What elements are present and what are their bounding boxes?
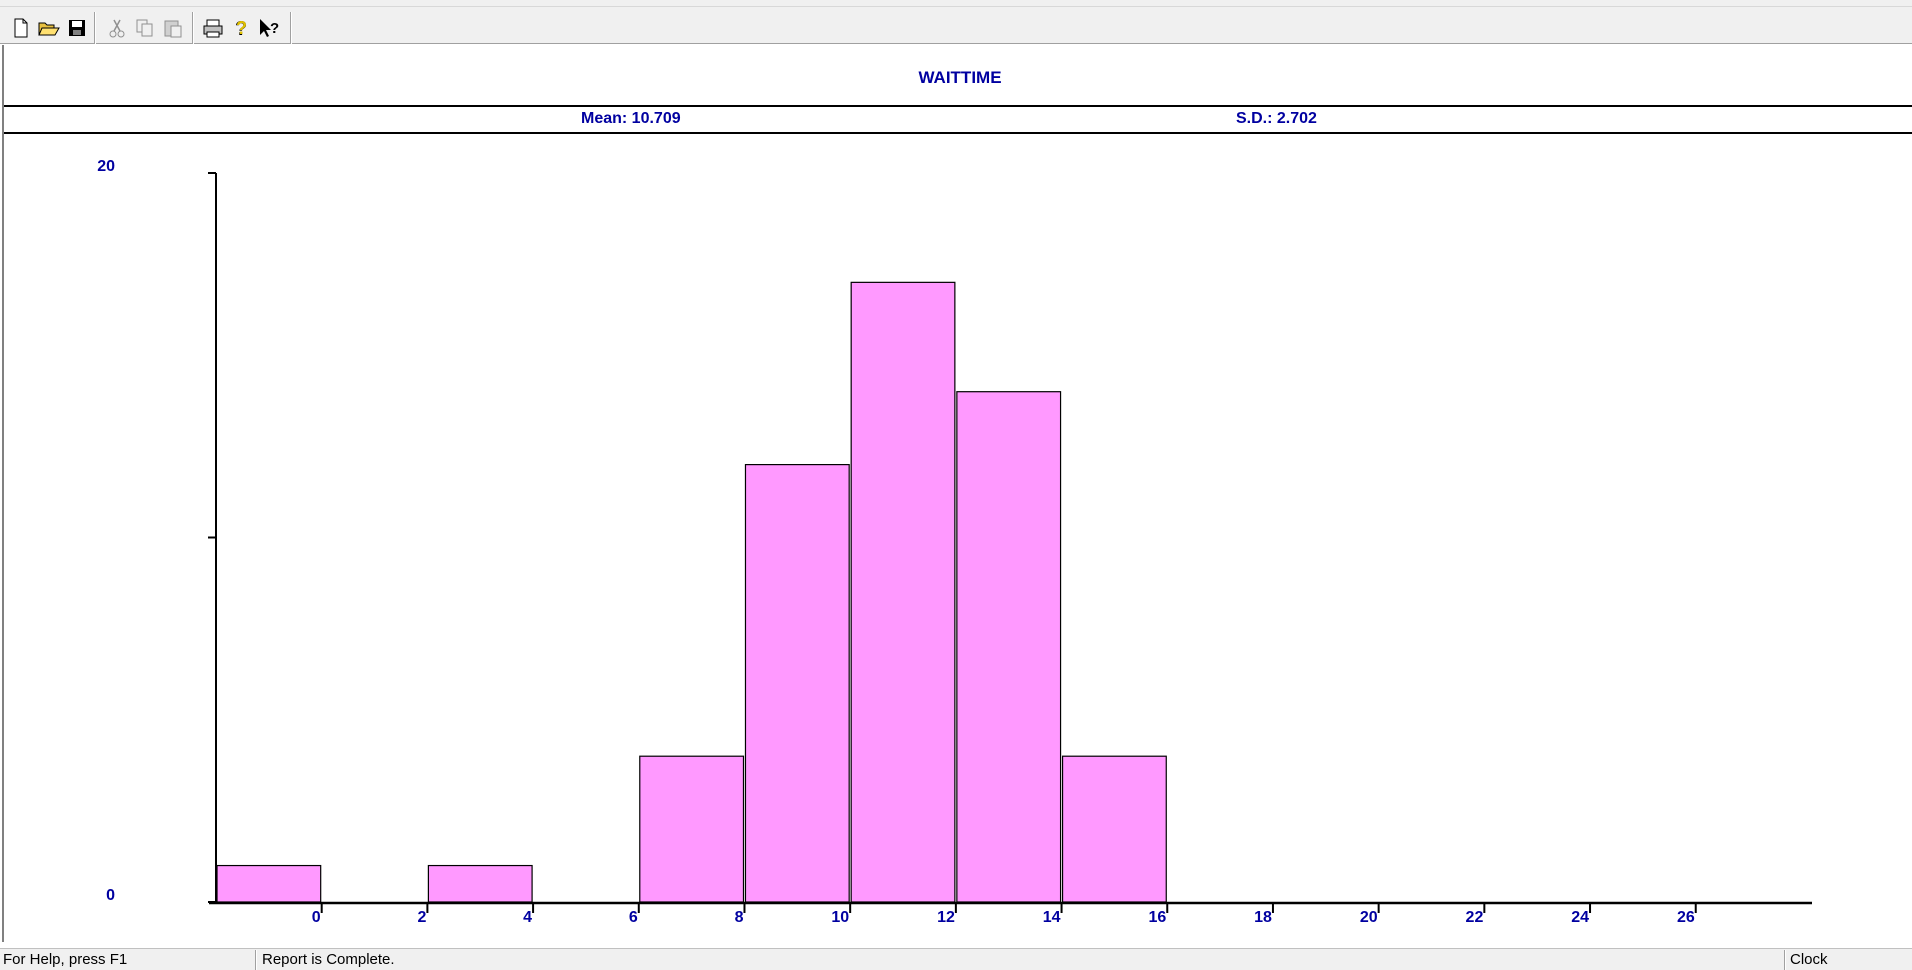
x-tick-label-16: 16 — [1148, 909, 1166, 926]
x-tick-label-24: 24 — [1571, 909, 1589, 926]
x-tick-label-6: 6 — [629, 909, 638, 926]
x-tick-label-2: 2 — [417, 909, 426, 926]
histogram-bar-0 — [216, 864, 322, 903]
histogram-bar-4 — [850, 281, 956, 903]
divider — [4, 105, 1912, 107]
y-tick-label-0: 0 — [106, 887, 115, 904]
report-title: WAITTIME — [918, 68, 1002, 87]
paste-icon — [164, 20, 182, 38]
x-tick-label-4: 4 — [523, 909, 532, 926]
histogram-bar-3 — [744, 464, 850, 903]
cut-button[interactable] — [104, 15, 130, 41]
x-tick-label-20: 20 — [1360, 909, 1378, 926]
x-tick-label-10: 10 — [831, 909, 849, 926]
histogram-bar-6 — [1061, 755, 1167, 903]
sd-value: S.D.: 2.702 — [1236, 110, 1317, 127]
toolbar-separator — [192, 12, 194, 44]
histogram-chart: 0 2 4 6 8 10 12 14 16 18 20 22 24 26 020 — [97, 158, 1812, 926]
divider — [4, 132, 1912, 134]
x-tick-label-0: 0 — [312, 909, 321, 926]
print-icon — [203, 19, 223, 38]
status-message: Report is Complete. — [262, 951, 395, 968]
x-tick-label-12: 12 — [937, 909, 955, 926]
svg-text:?: ? — [236, 18, 247, 38]
histogram-bar-5 — [956, 391, 1062, 903]
new-icon — [14, 18, 28, 38]
status-bar: For Help, press F1 Report is Complete. C… — [0, 948, 1912, 970]
toolbar-separator — [290, 12, 292, 44]
print-button[interactable] — [200, 15, 226, 41]
new-file-button[interactable] — [8, 15, 34, 41]
x-tick-label-8: 8 — [735, 909, 744, 926]
status-separator — [1784, 950, 1786, 970]
histogram-bar-1 — [427, 864, 533, 903]
histogram-bar-2 — [639, 755, 745, 903]
cut-icon — [109, 19, 125, 38]
status-clock: Clock — [1790, 951, 1828, 968]
paste-button[interactable] — [160, 15, 186, 41]
toolbar: ?? ? — [0, 6, 1912, 44]
x-axis-ticks: 0 2 4 6 8 10 12 14 16 18 20 22 24 26 — [312, 903, 1697, 926]
histogram-bars — [216, 281, 1167, 903]
svg-text:?: ? — [270, 20, 279, 37]
save-icon — [69, 20, 85, 36]
open-file-button[interactable] — [36, 15, 62, 41]
x-tick-label-18: 18 — [1254, 909, 1272, 926]
status-separator — [255, 950, 257, 970]
x-tick-label-26: 26 — [1677, 909, 1695, 926]
toolbar-separator — [94, 12, 96, 44]
status-help-text: For Help, press F1 — [3, 951, 128, 968]
context-help-button[interactable]: ? — [256, 15, 282, 41]
copy-button[interactable] — [132, 15, 158, 41]
save-file-button[interactable] — [64, 15, 90, 41]
context-help-icon: ? — [260, 19, 279, 37]
help-button[interactable]: ?? — [228, 15, 254, 41]
y-axis-ticks: 0 20 — [97, 158, 216, 904]
svg-text:?: ? — [235, 18, 247, 39]
mean-value: Mean: 10.709 — [581, 110, 681, 127]
open-icon — [38, 22, 60, 36]
window-title-strip — [0, 0, 1912, 6]
x-tick-label-14: 14 — [1043, 909, 1061, 926]
help-icon: ?? — [235, 18, 247, 39]
x-tick-label-22: 22 — [1466, 909, 1484, 926]
copy-icon — [136, 19, 153, 37]
y-tick-label-20: 20 — [97, 158, 115, 175]
